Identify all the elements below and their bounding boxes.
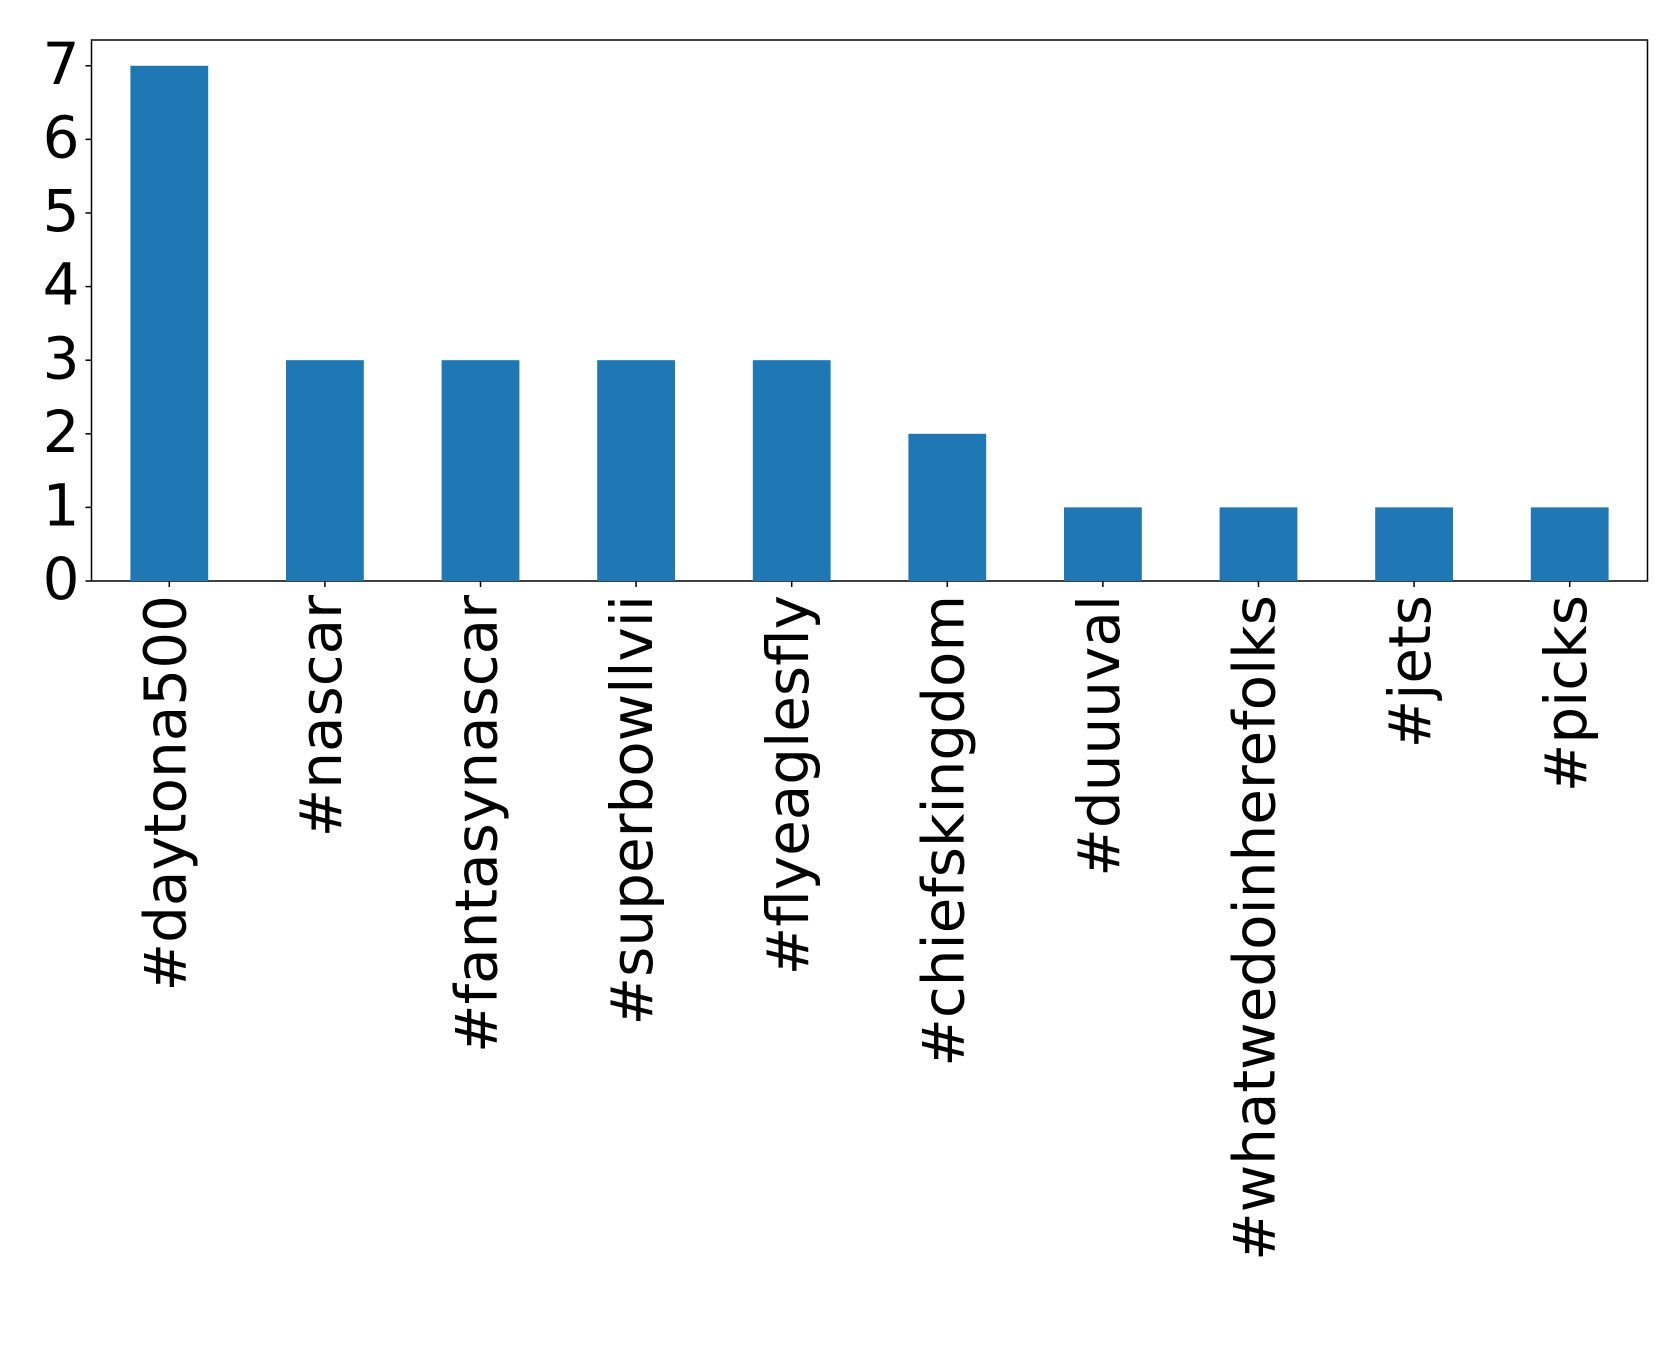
- x-tick-label: #whatwedoinherefolks: [1221, 595, 1289, 1261]
- bar: [130, 65, 209, 581]
- y-tick-label: 1: [43, 472, 80, 540]
- y-tick-label: 3: [43, 324, 80, 392]
- bar: [1064, 507, 1142, 581]
- bar: [752, 360, 831, 581]
- x-tick-label: #daytona500: [131, 595, 199, 992]
- x-tick-label: #fantasynascar: [443, 595, 511, 1053]
- y-tick-label: 5: [43, 177, 80, 245]
- bar: [1219, 507, 1298, 581]
- bar: [1375, 507, 1453, 581]
- x-tick-label: #nascar: [287, 595, 355, 838]
- y-tick-label: 7: [43, 30, 80, 98]
- y-tick-label: 2: [43, 398, 80, 466]
- y-tick-label: 6: [43, 103, 80, 171]
- plot-frame: [90, 39, 1649, 582]
- x-tick-label: #duuuval: [1065, 595, 1133, 877]
- y-tick-label: 0: [43, 545, 80, 613]
- bar: [286, 360, 364, 581]
- x-tick-label: #picks: [1532, 595, 1600, 792]
- x-tick-label: #chiefskingdom: [909, 595, 977, 1067]
- bar: [908, 433, 987, 581]
- bar: [1530, 507, 1609, 581]
- x-tick-label: #superbowllvii: [598, 595, 666, 1025]
- x-tick-label: #jets: [1376, 595, 1444, 748]
- x-tick-label: #flyeaglesfly: [754, 595, 822, 975]
- y-tick-label: 4: [43, 251, 80, 319]
- bar: [597, 360, 675, 581]
- bar: [441, 360, 520, 581]
